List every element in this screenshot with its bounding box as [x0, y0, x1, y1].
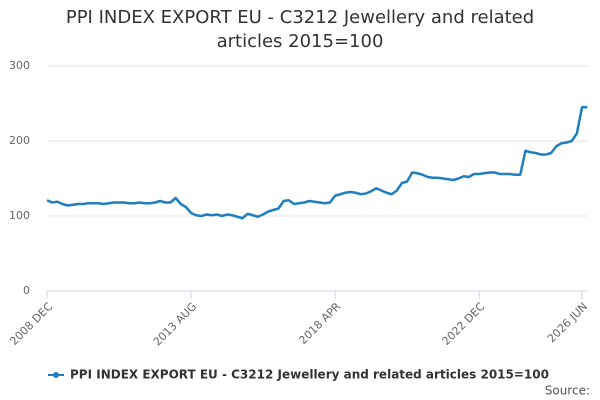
chart-title: PPI INDEX EXPORT EU - C3212 Jewellery an…	[65, 7, 535, 52]
y-tick-label: 100	[9, 209, 30, 222]
legend-marker	[53, 372, 59, 378]
series-line	[46, 106, 588, 220]
x-tick-label: 2008 DEC	[7, 300, 55, 348]
x-tick-label: 2022 DEC	[440, 300, 488, 348]
legend-label: PPI INDEX EXPORT EU - C3212 Jewellery an…	[70, 368, 549, 382]
x-tick-label: 2018 APR	[296, 300, 343, 347]
y-tick-label: 200	[9, 134, 30, 147]
source: Source:	[545, 384, 590, 398]
x-tick-label: 2013 AUG	[151, 300, 200, 349]
y-tick-label: 300	[9, 59, 30, 72]
x-tick-label: 2026 JUN	[545, 300, 590, 345]
y-tick-label: 0	[23, 284, 30, 297]
